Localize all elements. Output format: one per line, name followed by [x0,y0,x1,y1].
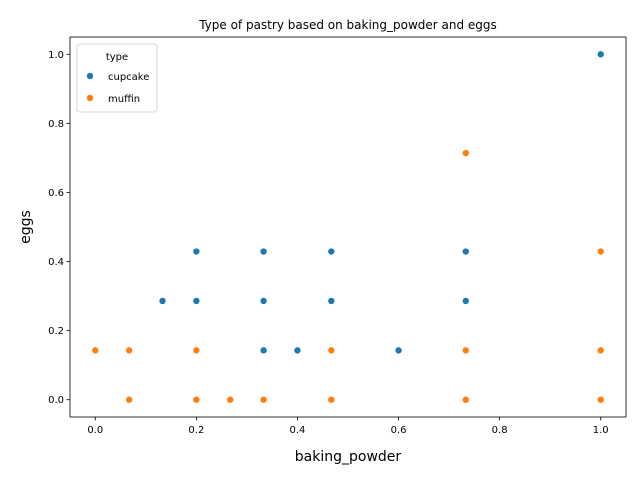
y-tick-label: 0.4 [48,257,64,268]
muffin-point [259,395,268,404]
muffin-point [596,346,605,355]
muffin-point [192,346,201,355]
cupcake-point [327,297,336,305]
data-points [91,50,605,404]
cupcake-point [461,297,470,305]
legend: type cupcake muffin [76,43,158,113]
cupcake-point [394,346,403,355]
y-axis-ticks: 0.0 0.2 0.4 0.6 0.8 1.0 [48,50,70,406]
cupcake-point [293,346,302,355]
chart-title: Type of pastry based on baking_powder an… [198,18,497,32]
muffin-point [125,395,133,404]
muffin-point [327,346,336,355]
muffin-point [461,346,470,355]
cupcake-point [192,247,201,256]
muffin-point [192,395,201,404]
x-tick-label: 0.0 [87,425,103,436]
x-tick-label: 0.4 [290,425,306,436]
cupcake-point [259,247,268,256]
legend-title: type [106,52,128,63]
cupcake-point [158,297,167,305]
muffin-point [596,247,605,256]
y-axis-label: eggs [18,210,34,244]
cupcake-point [192,297,201,305]
y-tick-label: 0.2 [48,326,64,337]
cupcake-point [259,297,268,305]
legend-label-cupcake: cupcake [108,72,149,83]
cupcake-point [596,50,605,59]
muffin-point [91,346,100,355]
muffin-point [125,346,133,355]
legend-box [76,43,158,113]
x-tick-label: 0.2 [188,425,204,436]
muffin-point [327,395,336,404]
legend-marker-muffin [86,94,94,102]
muffin-point [461,149,470,157]
x-tick-label: 0.8 [492,425,508,436]
muffin-point [461,395,470,404]
plot-area [69,36,627,418]
x-axis-label: baking_powder [295,449,402,465]
cupcake-point [461,247,470,256]
muffin-point [596,395,605,404]
y-tick-label: 0.6 [48,188,64,199]
x-tick-label: 1.0 [593,425,609,436]
y-tick-label: 1.0 [48,50,64,61]
x-tick-label: 0.6 [391,425,407,436]
muffin-point [226,395,235,404]
cupcake-point [259,346,268,355]
y-tick-label: 0.8 [48,119,64,130]
legend-marker-cupcake [86,72,94,80]
legend-label-muffin: muffin [108,94,140,105]
x-axis-ticks: 0.0 0.2 0.4 0.6 0.8 1.0 [87,417,609,436]
y-tick-label: 0.0 [48,395,64,406]
cupcake-point [327,247,336,256]
